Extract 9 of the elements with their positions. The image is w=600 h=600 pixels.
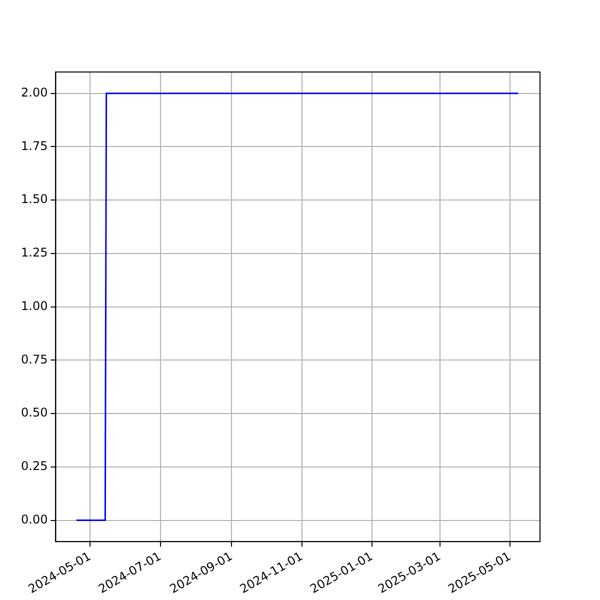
y-tick-label: 1.00 [21,298,48,313]
y-tick-label: 1.75 [21,138,48,153]
y-tick-label: 0.25 [21,459,48,474]
y-tick-label: 0.00 [21,512,48,526]
y-tick-label: 0.50 [21,406,48,420]
y-tick-label: 1.25 [21,246,48,260]
y-tick-label: 1.50 [21,192,48,206]
y-tick-label: 2.00 [21,85,48,100]
y-tick-label: 0.75 [21,352,48,366]
